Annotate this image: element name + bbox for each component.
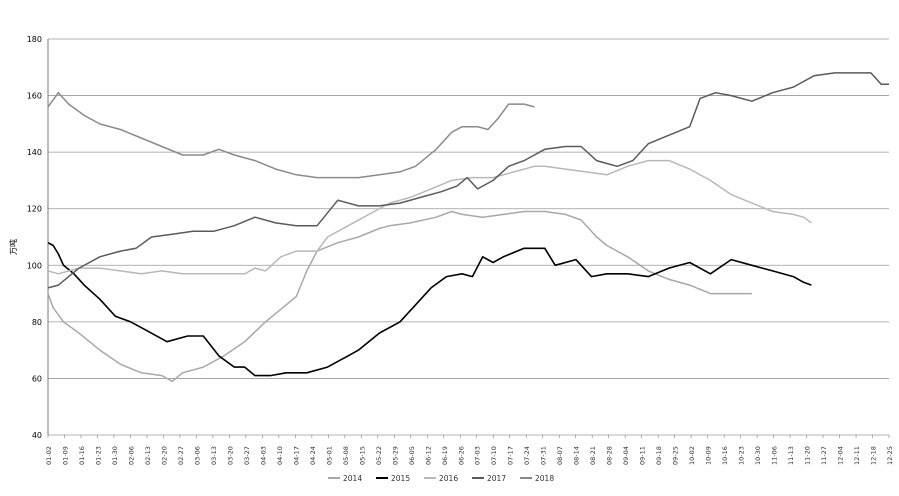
x-tick-label: 11-27 — [820, 446, 828, 465]
x-tick-label: 10-02 — [688, 446, 696, 465]
x-tick-label: 04-24 — [309, 446, 317, 465]
y-axis-label: 万吨 — [8, 239, 18, 255]
x-tick-label: 06-19 — [441, 446, 449, 465]
series-line-2018 — [47, 91, 535, 179]
series-layer — [47, 72, 889, 383]
x-tick-label: 01-09 — [61, 446, 69, 465]
x-tick-label: 02-13 — [144, 446, 152, 465]
x-tick-label: 10-09 — [705, 446, 713, 465]
x-tick-label: 11-20 — [804, 446, 812, 465]
x-tick-label: 12-04 — [837, 446, 845, 465]
y-tick-label: 120 — [27, 205, 42, 214]
x-tick-label: 07-10 — [490, 446, 498, 465]
x-tick-label: 11-06 — [771, 446, 779, 465]
x-tick-label: 08-28 — [606, 446, 614, 465]
grid-layer — [48, 38, 889, 436]
legend-label-2018: 2018 — [535, 474, 554, 483]
x-tick-label: 09-18 — [655, 446, 663, 465]
x-tick-label: 07-24 — [523, 446, 531, 465]
x-tick-label: 06-12 — [424, 446, 432, 465]
legend-label-2017: 2017 — [487, 474, 506, 483]
x-tick-label: 05-29 — [391, 446, 399, 465]
x-tick-label: 12-11 — [853, 446, 861, 465]
x-tick-label: 08-14 — [573, 446, 581, 465]
x-tick-label: 10-30 — [754, 446, 762, 465]
x-tick-label: 12-25 — [886, 446, 894, 465]
x-tick-label: 11-13 — [787, 446, 795, 465]
x-tick-label: 10-16 — [721, 446, 729, 465]
x-tick-label: 03-13 — [210, 446, 218, 465]
y-tick-label: 60 — [32, 374, 42, 383]
x-tick-label: 04-17 — [292, 446, 300, 465]
y-tick-label: 40 — [32, 431, 42, 440]
y-tick-label: 160 — [27, 92, 42, 101]
x-tick-label: 07-17 — [507, 446, 515, 465]
y-tick-label: 180 — [27, 35, 42, 44]
x-tick-label: 01-30 — [111, 446, 119, 465]
x-tick-label: 06-26 — [457, 446, 465, 465]
x-tick-label: 05-22 — [375, 446, 383, 465]
y-tick-label: 140 — [27, 148, 42, 157]
series-line-2014 — [47, 210, 752, 383]
series-line-2017 — [47, 72, 889, 289]
x-tick-label: 08-21 — [589, 446, 597, 465]
x-tick-label: 04-10 — [276, 446, 284, 465]
x-tick-label: 05-01 — [325, 446, 333, 465]
x-tick-label: 02-06 — [127, 446, 135, 465]
x-tick-label: 05-15 — [358, 446, 366, 465]
y-tick-label: 80 — [32, 318, 42, 327]
x-tick-label: 03-06 — [193, 446, 201, 465]
x-tick-label: 06-05 — [408, 446, 416, 465]
x-tick-label: 01-16 — [78, 446, 86, 465]
series-line-2016 — [47, 159, 812, 275]
y-tick-label: 100 — [27, 261, 42, 270]
legend-label-2014: 2014 — [343, 474, 362, 483]
x-tick-label: 07-31 — [540, 446, 548, 465]
legend-label-2016: 2016 — [439, 474, 458, 483]
x-tick-label: 09-25 — [672, 446, 680, 465]
x-tick-label: 01-23 — [94, 446, 102, 465]
x-tick-label: 07-03 — [474, 446, 482, 465]
x-tick-label: 02-27 — [177, 446, 185, 465]
x-tick-label: 04-03 — [259, 446, 267, 465]
x-tick-label: 03-27 — [243, 446, 251, 465]
axis-layer: 40 60 80 100 120 140 160 180 01-02 01-09 01-16 01-2… — [27, 35, 894, 465]
x-tick-label: 10-23 — [738, 446, 746, 465]
series-line-2015 — [47, 241, 812, 377]
x-tick-label: 01-02 — [45, 446, 53, 465]
x-tick-label: 03-20 — [226, 446, 234, 465]
x-tick-label: 05-08 — [342, 446, 350, 465]
legend: 2014 2015 2016 2017 2018 — [328, 474, 554, 483]
legend-label-2015: 2015 — [391, 474, 410, 483]
x-tick-label: 12-18 — [870, 446, 878, 465]
x-tick-label: 08-07 — [556, 446, 564, 465]
x-tick-label: 09-04 — [622, 446, 630, 465]
x-tick-label: 02-20 — [160, 446, 168, 465]
x-tick-label: 09-11 — [639, 446, 647, 465]
